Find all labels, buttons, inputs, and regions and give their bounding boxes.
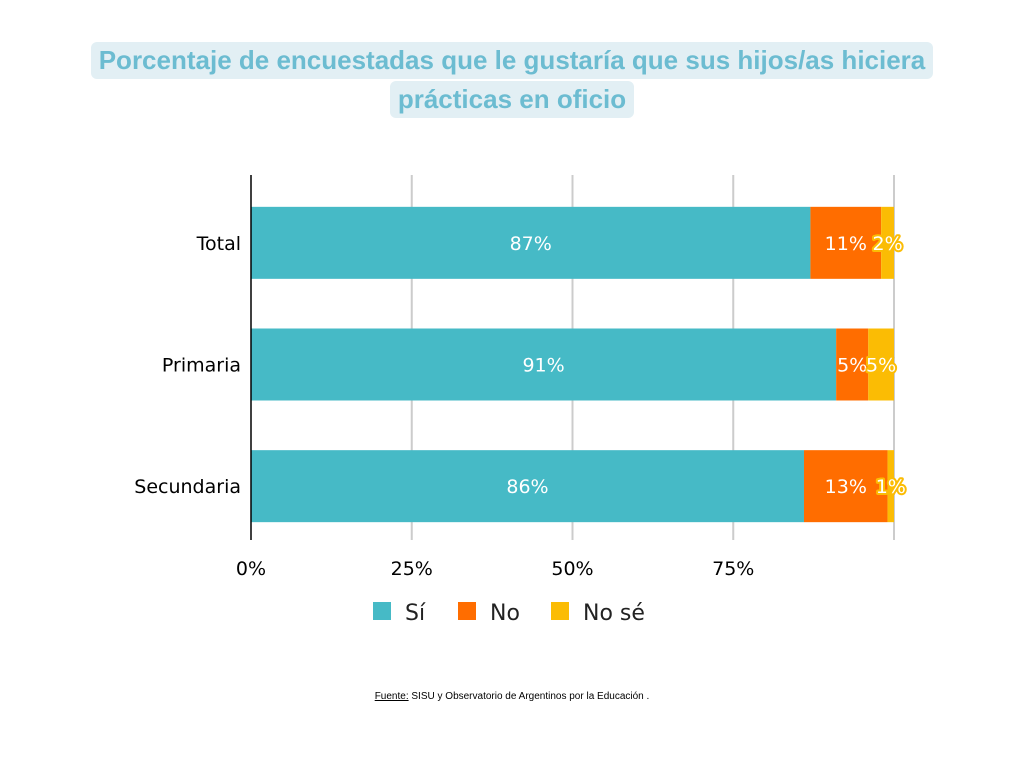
source-note: Fuente: SISU y Observatorio de Argentino… [0, 691, 1024, 702]
bar-No sé [881, 206, 894, 279]
legend-label: No [490, 601, 520, 626]
data-label: 87% [510, 233, 552, 255]
legend-label: Sí [405, 601, 426, 626]
bar-No [810, 206, 882, 279]
bar-Sí [251, 328, 837, 401]
data-label: 91% [522, 355, 564, 377]
bar-Sí [251, 450, 804, 523]
x-tick-label: 75% [712, 558, 754, 580]
title-line-2: prácticas en oficio [389, 81, 635, 118]
source-text: SISU y Observatorio de Argentinos por la… [408, 691, 650, 702]
data-label: 2% [872, 233, 902, 255]
x-tick-label: 25% [391, 558, 433, 580]
category-label: Secundaria [134, 476, 241, 498]
legend-label: No sé [583, 601, 645, 626]
x-tick-label: 50% [551, 558, 593, 580]
data-label: 13% [825, 476, 867, 498]
bar-No sé [887, 450, 894, 523]
category-label: Primaria [162, 355, 241, 377]
data-label: 1% [876, 476, 906, 498]
category-label: Total [196, 233, 241, 255]
chart-title: Porcentaje de encuestadas que le gustarí… [0, 42, 1024, 120]
legend-swatch [373, 602, 391, 620]
bar-Sí [251, 206, 811, 279]
bar-No [803, 450, 888, 523]
data-label: 5% [837, 355, 867, 377]
bar-No [836, 328, 869, 401]
data-label: 11% [825, 233, 867, 255]
source-label: Fuente: [374, 691, 409, 702]
x-tick-label: 0% [236, 558, 266, 580]
legend-swatch [458, 602, 476, 620]
data-label: 5% [866, 355, 896, 377]
data-label: 86% [506, 476, 548, 498]
legend-swatch [551, 602, 569, 620]
bar-No sé [868, 328, 894, 401]
title-line-1: Porcentaje de encuestadas que le gustarí… [90, 42, 934, 79]
